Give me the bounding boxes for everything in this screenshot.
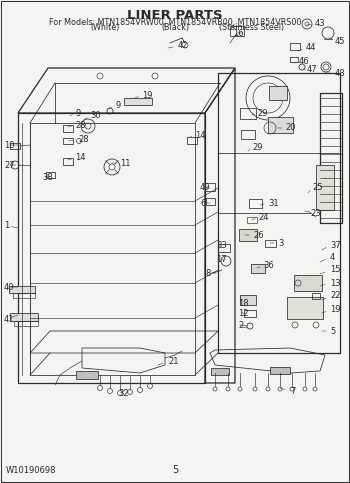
Bar bbox=[316, 165, 334, 210]
Text: 9: 9 bbox=[115, 101, 120, 111]
Text: 29: 29 bbox=[257, 109, 267, 117]
Text: 7: 7 bbox=[290, 386, 295, 396]
Text: 28: 28 bbox=[75, 120, 86, 129]
Text: 44: 44 bbox=[306, 43, 316, 53]
Text: 14: 14 bbox=[195, 130, 205, 140]
Text: LINER PARTS: LINER PARTS bbox=[127, 9, 223, 22]
Text: 18: 18 bbox=[238, 298, 248, 308]
Text: 45: 45 bbox=[335, 37, 345, 45]
Bar bbox=[218, 244, 230, 252]
Text: 10: 10 bbox=[4, 141, 14, 150]
Text: 21: 21 bbox=[168, 356, 178, 366]
Bar bbox=[187, 137, 197, 143]
Bar bbox=[290, 57, 298, 61]
Bar bbox=[312, 293, 320, 299]
Text: 22: 22 bbox=[330, 292, 341, 300]
Text: 36: 36 bbox=[263, 261, 274, 270]
Text: 16: 16 bbox=[233, 28, 244, 38]
Text: 48: 48 bbox=[335, 69, 346, 77]
Bar bbox=[267, 117, 293, 133]
Bar bbox=[240, 108, 256, 118]
Text: 11: 11 bbox=[120, 158, 131, 168]
Text: (Black): (Black) bbox=[161, 23, 189, 32]
Text: 47: 47 bbox=[307, 66, 318, 74]
Bar bbox=[270, 367, 290, 373]
Bar bbox=[205, 183, 215, 191]
Bar bbox=[9, 285, 35, 293]
Bar bbox=[239, 229, 257, 241]
Text: 5: 5 bbox=[330, 327, 335, 336]
Text: W10190698: W10190698 bbox=[6, 466, 56, 475]
Bar bbox=[76, 371, 98, 379]
Bar bbox=[265, 240, 275, 246]
Text: 5: 5 bbox=[172, 465, 178, 475]
Bar bbox=[63, 125, 73, 131]
Text: 14: 14 bbox=[75, 154, 85, 162]
Text: 29: 29 bbox=[252, 143, 262, 153]
Text: 1: 1 bbox=[4, 221, 9, 229]
Bar bbox=[230, 26, 244, 36]
Text: 41: 41 bbox=[4, 315, 14, 325]
Text: 9: 9 bbox=[75, 109, 80, 117]
Bar bbox=[14, 321, 38, 326]
Bar bbox=[10, 143, 20, 149]
Bar bbox=[124, 98, 152, 104]
Text: 20: 20 bbox=[285, 124, 295, 132]
Text: 6: 6 bbox=[200, 199, 205, 208]
Bar bbox=[287, 297, 323, 319]
Bar bbox=[205, 198, 215, 204]
Bar bbox=[247, 217, 257, 223]
Text: 42: 42 bbox=[178, 42, 189, 51]
Text: 13: 13 bbox=[330, 279, 341, 287]
Bar bbox=[248, 199, 261, 208]
Text: 26: 26 bbox=[253, 230, 264, 240]
Text: 12: 12 bbox=[238, 309, 248, 317]
Text: (Stainless Steel): (Stainless Steel) bbox=[219, 23, 285, 32]
Text: For Models: MTN1854VRW00, MTN1854VRB00, MTN1854VRS00: For Models: MTN1854VRW00, MTN1854VRB00, … bbox=[49, 18, 301, 27]
Text: 2: 2 bbox=[238, 322, 243, 330]
Text: 43: 43 bbox=[315, 19, 326, 28]
Text: 24: 24 bbox=[258, 213, 268, 222]
Text: 23: 23 bbox=[310, 209, 321, 217]
Text: 27: 27 bbox=[4, 160, 15, 170]
Text: 19: 19 bbox=[142, 90, 153, 99]
Bar bbox=[244, 310, 256, 316]
Text: 19: 19 bbox=[330, 306, 341, 314]
Text: 49: 49 bbox=[200, 184, 210, 193]
Bar bbox=[290, 43, 300, 49]
Text: 32: 32 bbox=[118, 389, 129, 398]
Text: 4: 4 bbox=[330, 253, 335, 261]
Text: 15: 15 bbox=[330, 266, 341, 274]
Bar bbox=[63, 157, 73, 165]
Bar bbox=[269, 86, 287, 100]
Bar bbox=[10, 313, 38, 321]
Text: 38: 38 bbox=[42, 173, 53, 183]
Text: 8: 8 bbox=[205, 269, 210, 278]
Text: 31: 31 bbox=[268, 199, 279, 208]
Bar bbox=[251, 264, 265, 272]
Text: 28: 28 bbox=[78, 136, 89, 144]
Text: 25: 25 bbox=[312, 184, 322, 193]
Bar bbox=[46, 172, 55, 178]
Text: 30: 30 bbox=[90, 111, 101, 119]
Text: 37: 37 bbox=[330, 241, 341, 250]
Text: 33: 33 bbox=[216, 241, 227, 250]
Text: 3: 3 bbox=[278, 239, 284, 247]
Bar bbox=[240, 295, 256, 305]
Bar bbox=[211, 368, 229, 374]
Bar bbox=[63, 138, 73, 144]
Bar bbox=[241, 129, 255, 139]
Text: 40: 40 bbox=[4, 283, 14, 292]
Bar bbox=[13, 293, 35, 298]
Text: (White): (White) bbox=[90, 23, 120, 32]
Text: 17: 17 bbox=[216, 256, 227, 265]
Bar bbox=[294, 275, 322, 291]
Text: 46: 46 bbox=[299, 57, 310, 66]
